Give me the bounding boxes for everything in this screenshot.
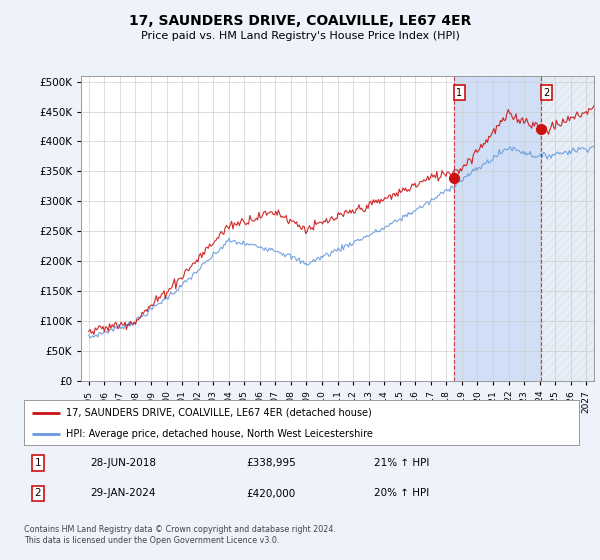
Text: Price paid vs. HM Land Registry's House Price Index (HPI): Price paid vs. HM Land Registry's House … (140, 31, 460, 41)
Text: £420,000: £420,000 (246, 488, 295, 498)
Bar (541, 76, 594, 381)
Text: Contains HM Land Registry data © Crown copyright and database right 2024.
This d: Contains HM Land Registry data © Crown c… (24, 525, 336, 545)
Text: 28-JUN-2018: 28-JUN-2018 (91, 458, 157, 468)
Text: 2: 2 (35, 488, 41, 498)
Text: 1: 1 (35, 458, 41, 468)
Text: 20% ↑ HPI: 20% ↑ HPI (374, 488, 429, 498)
Text: 2: 2 (543, 87, 550, 97)
Bar (454, 76, 541, 381)
Text: £338,995: £338,995 (246, 458, 296, 468)
Text: 29-JAN-2024: 29-JAN-2024 (91, 488, 156, 498)
Text: 21% ↑ HPI: 21% ↑ HPI (374, 458, 429, 468)
Text: 17, SAUNDERS DRIVE, COALVILLE, LE67 4ER (detached house): 17, SAUNDERS DRIVE, COALVILLE, LE67 4ER … (65, 408, 371, 418)
Text: HPI: Average price, detached house, North West Leicestershire: HPI: Average price, detached house, Nort… (65, 429, 373, 439)
Text: 1: 1 (456, 87, 463, 97)
Text: 17, SAUNDERS DRIVE, COALVILLE, LE67 4ER: 17, SAUNDERS DRIVE, COALVILLE, LE67 4ER (129, 14, 471, 28)
